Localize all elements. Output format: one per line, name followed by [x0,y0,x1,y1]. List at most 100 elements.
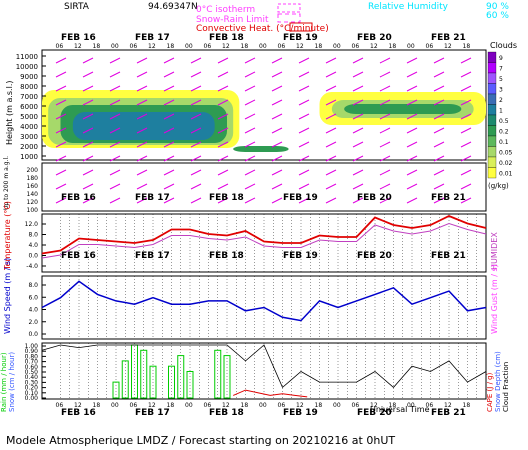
wind-barb [244,155,256,162]
wind-ytick-label: 4.0 [28,307,38,314]
wind-barb [55,85,67,92]
wind-barb [379,113,391,120]
day-label: FEB 20 [357,33,392,43]
wind-barb [190,127,202,134]
wind-barb [136,99,148,106]
wind-barb [460,183,472,190]
colorbar-swatch [487,62,497,74]
wind-ytick-label: 6.0 [28,294,38,301]
wind-barb [433,127,445,134]
colorbar-label: 0.2 [499,129,509,136]
hour-tick-label: 18 [463,402,471,409]
hour-tick-label: 06 [426,43,434,50]
hour-tick-label: 18 [389,402,397,409]
day-label: FEB 20 [357,251,392,261]
wind-barb [136,197,148,204]
hour-tick-label: 12 [148,43,156,50]
wind-barb [325,99,337,106]
wind-barb [379,99,391,106]
cloud-ytick-label: 8000 [20,83,38,91]
wind-barb [379,127,391,134]
precip-ytick-label: 0.00 [25,395,39,402]
precip-ytick-label: 1.00 [25,343,39,350]
colorbar-swatch [487,83,497,95]
footer-caption: Modele Atmospherique LMDZ / Forecast sta… [6,434,395,447]
precip-ytick-label: 0.60 [25,364,39,371]
hour-tick-label: 00 [185,402,193,409]
clouds-ylabel: Height (m a.s.l.) [5,81,14,146]
wind-barb [82,99,94,106]
hour-tick-label: 18 [315,43,323,50]
rain-bar [112,381,120,399]
wind-barb [244,57,256,64]
wind-barb [109,99,121,106]
wind-barb [217,197,229,204]
day-label: FEB 18 [209,193,244,203]
hour-tick-label: 06 [278,402,286,409]
wind-barb [55,71,67,78]
wind-barb [163,155,175,162]
wind-barb [352,141,364,148]
wind-barb [325,183,337,190]
colorbar: 9 7 5 3 2 1 0.5 0.2 0.1 0.05 0.02 0.01 [487,51,513,179]
temperature-ytick-label: 12.0 [25,221,39,228]
colorbar-label: 0.5 [499,118,509,125]
colorbar-swatch [487,146,497,158]
wind-barb [271,127,283,134]
cloud-ytick-label: 2000 [20,143,38,151]
hour-tick-label: 18 [241,402,249,409]
isotherm-swatch [277,3,301,13]
cape-line [233,389,308,398]
wind-barb [217,183,229,190]
wind-barb [352,85,364,92]
wind-barb [298,57,310,64]
wind-barb [271,141,283,148]
wind-barb [244,99,256,106]
wind-barb [271,155,283,162]
temperature-ytick-label: 8.0 [28,232,38,239]
wind-barb [460,99,472,106]
wind-barb [82,71,94,78]
hour-tick-label: 18 [389,43,397,50]
low-ytick-label: 100 [27,207,39,214]
wind-barb [271,85,283,92]
wind-barb [163,197,175,204]
wind-barb [82,113,94,120]
wind-panel: 8.0 6.0 4.0 2.0 0.0 Wind Speed (m / s) Wind … [3,258,499,340]
time-axis-labels: FEB 16 FEB 16 FEB 16 FEB 16 FEB 17 FEB 17 FEB … [56,33,471,418]
colorbar-swatch [487,156,497,168]
wind-barb [163,85,175,92]
wind-barb [109,197,121,204]
temperature-ytick-label: 4.0 [28,242,38,249]
wind-barb [460,197,472,204]
wind-barb [55,99,67,106]
hour-tick-label: 06 [278,43,286,50]
convective-legend: Convective Heat. (°C/minute) [196,24,329,34]
wind-barb [298,169,310,176]
wind-barb [406,57,418,64]
cloud-region [233,146,289,152]
hour-tick-label: 00 [407,43,415,50]
hour-tick-label: 12 [296,43,304,50]
snowdepth-ylabel: Snow Depth (cm) [494,351,502,412]
colorbar-label: 2 [499,97,503,104]
wind-yticks: 8.0 6.0 4.0 2.0 0.0 [28,282,46,338]
low-level-frame [41,162,487,212]
colorbar-swatch [487,93,497,105]
wind-barb [136,57,148,64]
wind-barb [325,169,337,176]
wind-barb [109,71,121,78]
day-label: FEB 19 [283,251,318,261]
precip-ytick-label: 0.90 [25,348,39,355]
cloud-yticks: 11000 10000 9000 8000 7000 6000 5000 4000 3000 20… [16,53,46,161]
rain-bar [177,355,185,399]
colorbar-swatch [487,51,497,63]
wind-speed-line [41,280,487,322]
wind-barb [298,99,310,106]
rain-bar [186,371,194,399]
precipitation-yticks: 1.000.900.800.700.600.500.400.300.200.10… [25,343,46,402]
wind-barb [190,99,202,106]
colorbar-label: 7 [499,66,503,73]
wind-barb [109,141,121,148]
